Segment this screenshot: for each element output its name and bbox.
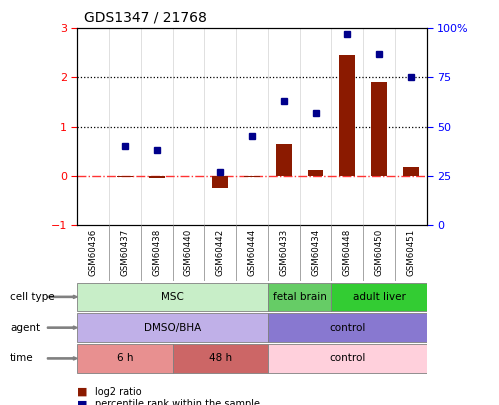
Text: MSC: MSC (161, 292, 184, 302)
Bar (268, 283, 331, 311)
Text: time: time (10, 354, 33, 363)
Bar (371, 82, 387, 176)
Text: GSM60437: GSM60437 (120, 228, 129, 276)
Text: adult liver: adult liver (353, 292, 406, 302)
Text: GDS1347 / 21768: GDS1347 / 21768 (84, 11, 207, 24)
Text: GSM60450: GSM60450 (375, 228, 384, 276)
Text: ■: ■ (77, 387, 88, 397)
Text: percentile rank within the sample: percentile rank within the sample (95, 399, 260, 405)
Text: ■: ■ (77, 399, 88, 405)
Bar (77, 344, 173, 373)
Text: 48 h: 48 h (209, 354, 232, 363)
Text: cell type: cell type (10, 292, 54, 302)
Text: GSM60448: GSM60448 (343, 228, 352, 276)
Bar (77, 313, 268, 342)
Text: log2 ratio: log2 ratio (95, 387, 141, 397)
Bar (117, 176, 133, 177)
Bar (212, 176, 228, 188)
Bar (173, 344, 268, 373)
Text: GSM60438: GSM60438 (152, 228, 161, 276)
Text: agent: agent (10, 323, 40, 333)
Text: GSM60451: GSM60451 (406, 228, 415, 276)
Text: GSM60440: GSM60440 (184, 228, 193, 276)
Bar (149, 176, 165, 178)
Bar (331, 283, 427, 311)
Text: control: control (329, 354, 365, 363)
Text: fetal brain: fetal brain (272, 292, 326, 302)
Bar (268, 344, 427, 373)
Text: DMSO/BHA: DMSO/BHA (144, 323, 201, 333)
Text: GSM60444: GSM60444 (248, 228, 256, 276)
Bar (268, 313, 427, 342)
Bar (403, 167, 419, 176)
Text: GSM60436: GSM60436 (89, 228, 98, 276)
Bar (307, 170, 323, 176)
Bar (77, 283, 268, 311)
Bar (244, 176, 260, 177)
Text: GSM60434: GSM60434 (311, 228, 320, 276)
Text: GSM60442: GSM60442 (216, 228, 225, 276)
Text: 6 h: 6 h (117, 354, 133, 363)
Text: control: control (329, 323, 365, 333)
Bar (339, 55, 355, 176)
Text: GSM60433: GSM60433 (279, 228, 288, 276)
Bar (276, 144, 292, 176)
